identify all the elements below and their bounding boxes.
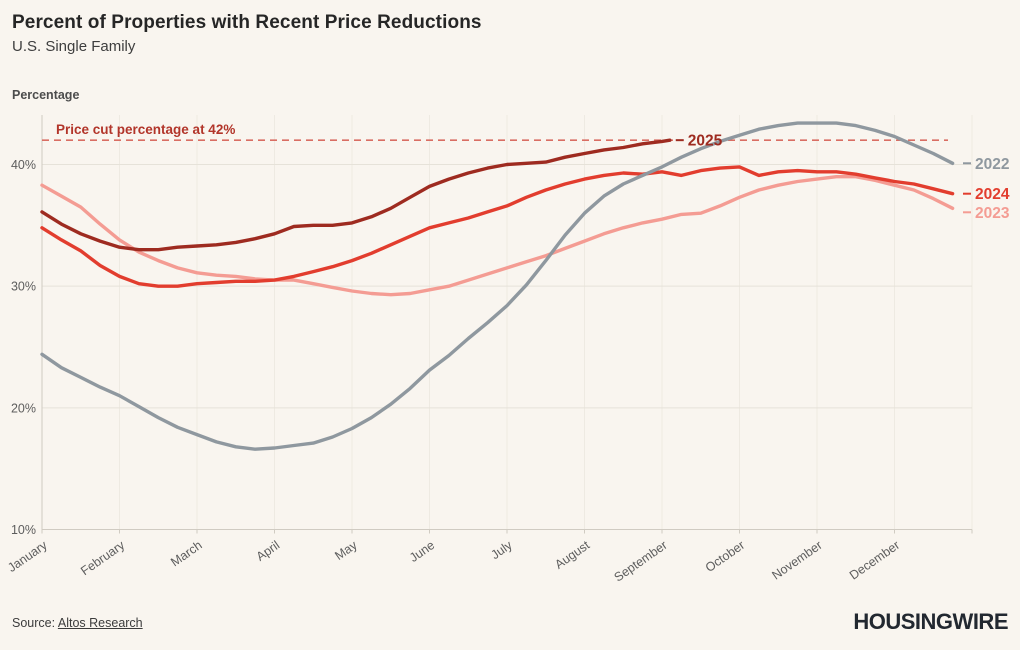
price-cut-annotation: Price cut percentage at 42% [56,122,235,137]
series-end-label-2024: 2024 [975,186,1010,203]
page-title: Percent of Properties with Recent Price … [12,12,482,33]
source-note: Source: Altos Research [12,616,143,630]
x-tick-label: December [847,538,902,583]
series-line-2022 [40,121,955,451]
x-tick-label: August [552,538,592,572]
x-tick-label: May [332,538,360,563]
y-axis-title: Percentage [12,88,80,102]
y-tick-label: 20% [11,401,36,415]
source-link[interactable]: Altos Research [57,616,143,630]
y-tick-label: 10% [11,523,36,537]
source-prefix: Source: [12,616,58,630]
x-tick-label: January [5,538,50,575]
x-tick-label: July [488,538,515,563]
x-tick-label: February [78,538,128,579]
x-tick-label: September [612,538,670,585]
series-end-label-2025: 2025 [688,133,723,150]
page-subtitle: U.S. Single Family [12,38,136,55]
series-line-2024 [40,165,955,288]
series-end-label-2022: 2022 [975,156,1009,173]
x-tick-label: October [703,538,747,575]
housingwire-logo: HOUSINGWIRE [853,609,1008,634]
series-line-2023 [40,175,955,297]
x-tick-label: June [407,538,437,565]
y-tick-label: 30% [11,280,36,294]
x-tick-label: April [254,538,283,564]
x-tick-label: November [769,538,824,583]
series-end-label-2023: 2023 [975,205,1010,222]
x-tick-label: March [168,538,205,569]
series-line-2025 [40,138,672,252]
y-tick-label: 40% [11,158,36,172]
